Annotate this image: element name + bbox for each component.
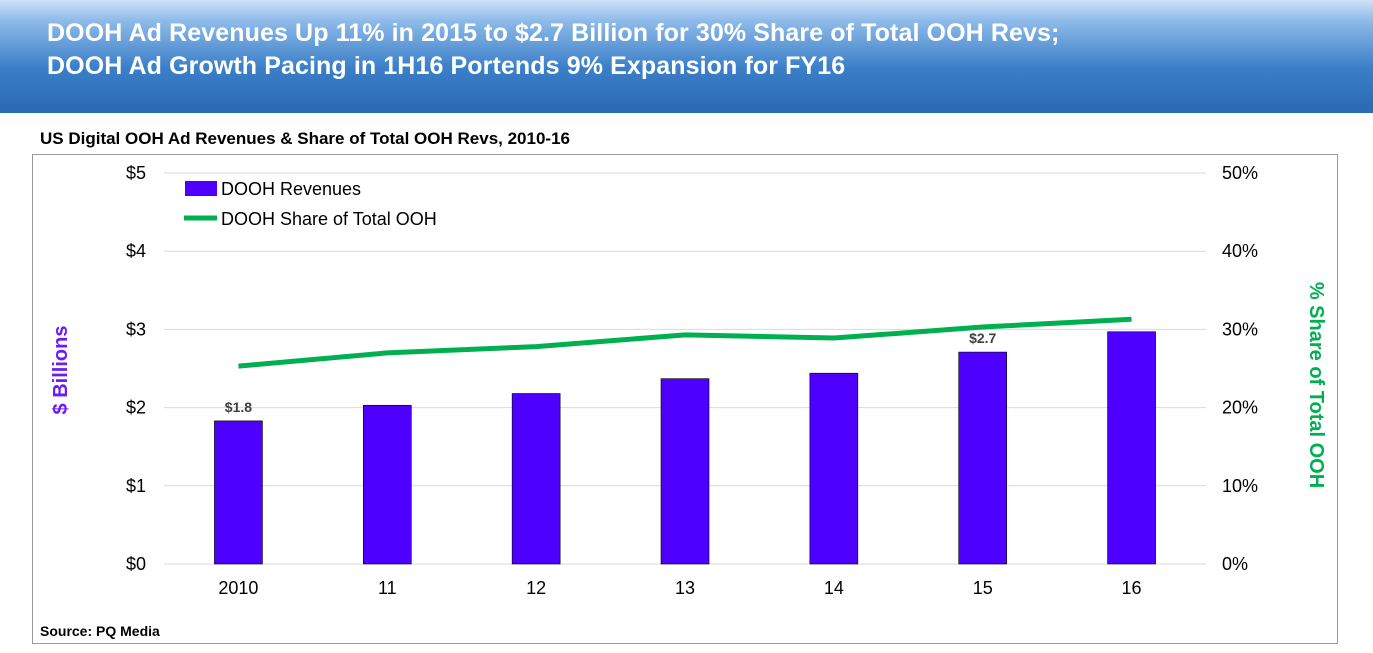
x-tick: 11 — [378, 578, 397, 598]
y-tick-right: 30% — [1222, 319, 1258, 339]
headline-line-1: DOOH Ad Revenues Up 11% in 2015 to $2.7 … — [47, 19, 1060, 47]
x-tick: 12 — [526, 578, 546, 598]
y-tick-left: $1 — [126, 476, 146, 496]
x-tick: 2010 — [218, 578, 258, 598]
x-tick: 16 — [1122, 578, 1142, 598]
x-axis-ticks: 2010 11 12 13 14 15 16 — [218, 578, 1141, 598]
y-axis-label-left: $ Billions — [50, 326, 72, 415]
y-tick-left: $5 — [126, 163, 146, 183]
share-line — [238, 316, 1132, 369]
data-label: $1.8 — [225, 399, 252, 415]
data-label: $2.7 — [969, 330, 996, 346]
y-tick-right: 10% — [1222, 476, 1258, 496]
y-tick-right: 40% — [1222, 241, 1258, 261]
y-tick-left: $2 — [126, 398, 146, 418]
headline-line-2: DOOH Ad Growth Pacing in 1H16 Portends 9… — [47, 52, 846, 80]
x-tick: 15 — [973, 578, 993, 598]
line-series — [238, 316, 1132, 369]
bar-14 — [809, 372, 859, 565]
chart-frame — [32, 154, 1338, 644]
legend-bar-swatch — [185, 181, 217, 196]
header-banner: DOOH Ad Revenues Up 11% in 2015 to $2.7 … — [0, 0, 1373, 113]
y-axis-label-right: % Share of Total OOH — [1305, 282, 1327, 488]
x-tick: 14 — [824, 578, 844, 598]
bar-13 — [660, 378, 710, 565]
bar-11 — [362, 404, 412, 565]
left-axis-ticks: $0 $1 $2 $3 $4 $5 — [126, 163, 146, 574]
y-tick-right: 0% — [1222, 554, 1248, 574]
chart-title: US Digital OOH Ad Revenues & Share of To… — [40, 129, 570, 148]
bar-2010 — [214, 420, 263, 565]
y-tick-left: $0 — [126, 554, 146, 574]
bar-15 — [958, 351, 1008, 565]
y-tick-left: $4 — [126, 241, 146, 261]
bar-16 — [1107, 331, 1156, 565]
data-labels: $1.8 $2.7 — [225, 330, 997, 415]
legend: DOOH Revenues DOOH Share of Total OOH — [184, 179, 437, 229]
y-tick-left: $3 — [126, 319, 146, 339]
bar-series — [214, 331, 1156, 565]
legend-bar-label: DOOH Revenues — [221, 179, 361, 199]
bar-12 — [511, 393, 561, 565]
y-tick-right: 50% — [1222, 163, 1258, 183]
source-note: Source: PQ Media — [40, 623, 160, 639]
x-tick: 13 — [675, 578, 695, 598]
right-axis-ticks: 0% 10% 20% 30% 40% 50% — [1222, 163, 1258, 574]
legend-line-label: DOOH Share of Total OOH — [221, 209, 437, 229]
y-tick-right: 20% — [1222, 398, 1258, 418]
